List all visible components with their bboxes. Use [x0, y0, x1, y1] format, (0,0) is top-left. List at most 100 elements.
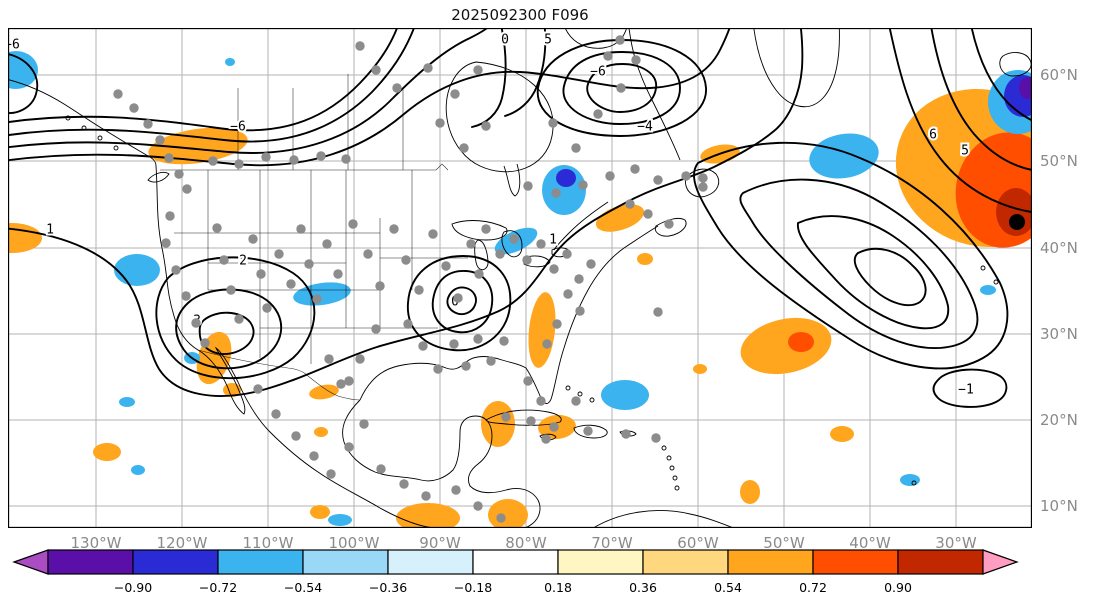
- island-outline: [672, 475, 678, 481]
- anomaly-blob: [693, 364, 707, 374]
- station-dot: [541, 434, 551, 444]
- anomaly-blob: [131, 465, 145, 475]
- station-dot: [522, 255, 532, 265]
- contour-line: [853, 247, 927, 307]
- contour-line: [562, 51, 681, 125]
- contour-line: [970, 28, 1032, 122]
- contour-label: 5: [961, 144, 969, 159]
- station-dot: [583, 426, 593, 436]
- coastline-path: [628, 28, 681, 161]
- station-dot: [428, 229, 438, 239]
- station-dot: [523, 181, 533, 191]
- station-dot: [344, 376, 354, 386]
- anomaly-blob: [396, 503, 460, 528]
- station-dot: [653, 307, 663, 317]
- station-dot: [113, 89, 123, 99]
- anomaly-blob: [148, 127, 248, 165]
- station-dot: [324, 354, 334, 364]
- station-dot: [450, 89, 460, 99]
- anomaly-blob: [637, 253, 653, 265]
- station-dot: [348, 219, 358, 229]
- station-dot: [578, 180, 588, 190]
- graticule: [8, 28, 1032, 528]
- station-dot: [129, 103, 139, 113]
- colorbar-tick-label: 0.90: [884, 580, 912, 595]
- coastline-path: [592, 510, 735, 528]
- anomaly-shading: [8, 51, 1032, 528]
- anomaly-blob: [601, 380, 649, 410]
- border-path: [197, 349, 361, 401]
- island-outline: [911, 480, 917, 486]
- station-dot: [291, 431, 301, 441]
- lat-tick-label: 20°N: [1040, 411, 1078, 429]
- station-dot: [418, 341, 428, 351]
- contour-line: [407, 255, 512, 352]
- station-dot: [164, 153, 174, 163]
- island-outline: [97, 135, 103, 141]
- lon-tick-label: 60°W: [677, 534, 719, 552]
- lat-tick-label: 60°N: [1040, 66, 1078, 84]
- contour-line: [8, 28, 489, 154]
- station-dot: [481, 121, 491, 131]
- station-dot: [392, 83, 402, 93]
- station-dot: [143, 119, 153, 129]
- colorbar-tick-label: −0.90: [113, 580, 153, 595]
- colorbar-tick-label: 0.36: [629, 580, 657, 595]
- contour-line: [932, 368, 1008, 408]
- colorbar-segment: [472, 549, 559, 575]
- anomaly-blob: [93, 443, 121, 461]
- border-path: [435, 163, 449, 171]
- station-dot: [403, 319, 413, 329]
- station-dot: [473, 334, 483, 344]
- contour-line: [8, 28, 731, 167]
- anomaly-blob: [788, 332, 814, 352]
- station-dot: [274, 249, 284, 259]
- station-dot: [165, 211, 175, 221]
- station-dot: [271, 409, 281, 419]
- station-dot: [621, 429, 631, 439]
- station-dot: [256, 269, 266, 279]
- station-dot: [605, 171, 615, 181]
- contour-line: [8, 28, 804, 397]
- colorbar-segment: [47, 549, 134, 575]
- station-dot: [355, 41, 365, 51]
- station-dot: [161, 238, 171, 248]
- station-dot: [155, 135, 165, 145]
- station-dot: [423, 63, 433, 73]
- anomaly-blob: [114, 254, 160, 286]
- station-dot: [549, 264, 559, 274]
- colorbar-segment: [557, 549, 644, 575]
- contour-line: [930, 28, 1032, 171]
- coastline-path: [359, 225, 659, 404]
- coastlines: [8, 28, 1032, 528]
- anomaly-blob: [310, 505, 330, 519]
- colorbar-segment: [727, 549, 814, 575]
- station-dot: [401, 255, 411, 265]
- station-dot: [181, 291, 191, 301]
- lon-tick-label: 130°W: [70, 534, 122, 552]
- station-dot: [191, 318, 201, 328]
- height-contours: [8, 28, 1032, 408]
- station-dot: [414, 285, 424, 295]
- station-dot: [316, 151, 326, 161]
- station-dot: [261, 152, 271, 162]
- island-outline: [589, 397, 595, 403]
- station-dot: [174, 169, 184, 179]
- lon-tick-label: 90°W: [419, 534, 461, 552]
- station-dot: [449, 339, 459, 349]
- anomaly-blob: [556, 169, 576, 187]
- station-dot: [262, 303, 272, 313]
- station-dot: [536, 396, 546, 406]
- station-dot: [536, 239, 546, 249]
- station-dot: [571, 143, 581, 153]
- station-dot: [171, 265, 181, 275]
- station-dot: [499, 336, 509, 346]
- station-dot: [562, 249, 572, 259]
- coastline-path: [485, 409, 562, 426]
- station-dot: [234, 159, 244, 169]
- contour-label: −4: [637, 120, 653, 135]
- contour-label: −6: [8, 38, 20, 53]
- coastline-path: [147, 171, 170, 183]
- lat-tick-label: 10°N: [1040, 497, 1078, 515]
- station-dot: [593, 109, 603, 119]
